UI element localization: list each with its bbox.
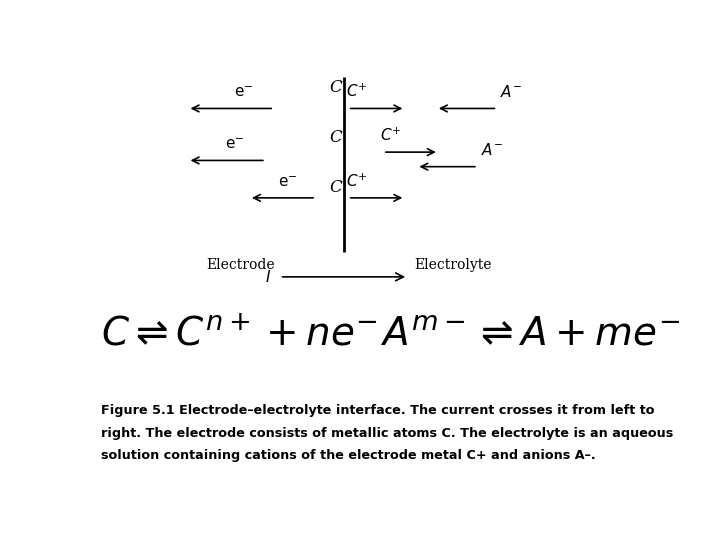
Text: solution containing cations of the electrode metal C+ and anions A–.: solution containing cations of the elect…: [101, 449, 595, 462]
Text: $I$: $I$: [265, 269, 271, 285]
Text: Figure 5.1 Electrode–electrolyte interface. The current crosses it from left to: Figure 5.1 Electrode–electrolyte interfa…: [101, 404, 654, 417]
Text: $C^{+}$: $C^{+}$: [380, 126, 402, 144]
Text: $\mathrm{e}^{-}$: $\mathrm{e}^{-}$: [234, 86, 253, 100]
Text: $C \rightleftharpoons C^{n+} + ne^{-}$: $C \rightleftharpoons C^{n+} + ne^{-}$: [101, 316, 378, 354]
Text: $\mathrm{e}^{-}$: $\mathrm{e}^{-}$: [225, 138, 245, 152]
Text: Electrolyte: Electrolyte: [414, 258, 492, 272]
Text: Electrode: Electrode: [207, 258, 275, 272]
Text: $A^{-}$: $A^{-}$: [481, 143, 503, 158]
Text: C: C: [330, 179, 342, 196]
Text: $C^{+}$: $C^{+}$: [346, 83, 367, 100]
Text: right. The electrode consists of metallic atoms C. The electrolyte is an aqueous: right. The electrode consists of metalli…: [101, 427, 673, 440]
Text: C: C: [330, 79, 342, 96]
Text: $C^{+}$: $C^{+}$: [346, 172, 367, 190]
Text: $A^{-}$: $A^{-}$: [500, 84, 522, 100]
Text: $\mathrm{e}^{-}$: $\mathrm{e}^{-}$: [279, 175, 298, 190]
Text: C: C: [330, 129, 342, 146]
Text: $A^{m-} \rightleftharpoons A + me^{-}$: $A^{m-} \rightleftharpoons A + me^{-}$: [380, 316, 680, 354]
